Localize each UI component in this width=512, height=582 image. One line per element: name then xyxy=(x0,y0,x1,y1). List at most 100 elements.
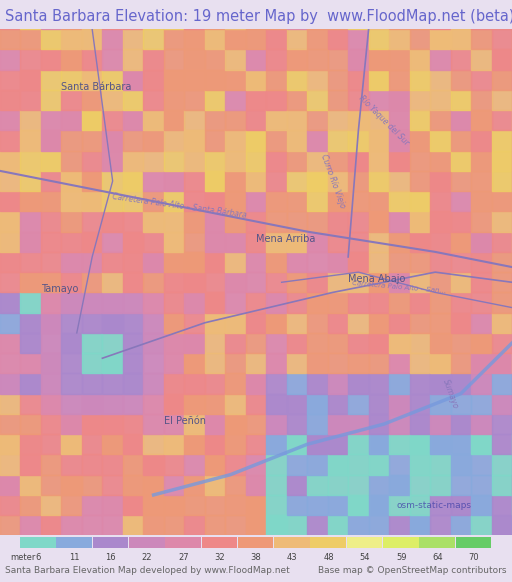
Bar xyxy=(20,292,41,313)
Bar xyxy=(471,333,492,353)
Bar xyxy=(246,70,266,90)
Bar xyxy=(0,29,20,49)
Bar xyxy=(471,475,492,495)
Bar xyxy=(61,434,82,455)
Bar xyxy=(164,90,184,110)
Bar xyxy=(430,9,451,29)
Bar xyxy=(143,90,164,110)
Bar xyxy=(0,70,20,90)
Bar xyxy=(410,9,430,29)
Bar xyxy=(430,313,451,333)
Bar xyxy=(287,434,307,455)
Bar xyxy=(389,49,410,70)
Bar xyxy=(41,434,61,455)
Bar xyxy=(184,333,205,353)
Bar xyxy=(430,515,451,535)
Bar xyxy=(328,292,348,313)
Bar xyxy=(82,434,102,455)
Bar xyxy=(246,475,266,495)
Bar xyxy=(246,171,266,191)
Bar xyxy=(82,90,102,110)
Bar xyxy=(41,70,61,90)
Bar xyxy=(348,252,369,272)
Bar xyxy=(225,515,246,535)
Bar xyxy=(348,475,369,495)
Bar xyxy=(430,393,451,414)
Bar xyxy=(225,151,246,171)
Bar xyxy=(102,151,123,171)
Bar xyxy=(266,313,287,333)
Bar xyxy=(0,252,20,272)
Bar xyxy=(143,414,164,434)
Bar xyxy=(348,353,369,374)
Bar xyxy=(471,292,492,313)
Bar xyxy=(102,252,123,272)
Bar xyxy=(102,70,123,90)
Bar xyxy=(451,475,471,495)
Bar xyxy=(143,313,164,333)
Bar xyxy=(471,252,492,272)
Bar xyxy=(82,29,102,49)
Bar xyxy=(307,232,328,252)
Bar xyxy=(471,455,492,475)
Bar xyxy=(287,414,307,434)
Bar xyxy=(20,515,41,535)
Bar xyxy=(205,455,225,475)
Bar xyxy=(410,313,430,333)
Bar xyxy=(348,211,369,232)
Bar xyxy=(492,110,512,130)
Bar xyxy=(20,495,41,515)
Text: Carretera Palo Alto – Santa Bárbara: Carretera Palo Alto – Santa Bárbara xyxy=(112,193,247,220)
Bar xyxy=(328,434,348,455)
Text: meter: meter xyxy=(10,553,36,562)
Bar xyxy=(82,9,102,29)
Bar xyxy=(225,70,246,90)
Bar xyxy=(328,90,348,110)
Bar xyxy=(82,272,102,292)
FancyBboxPatch shape xyxy=(383,537,419,548)
Bar xyxy=(307,70,328,90)
Bar xyxy=(41,313,61,333)
Bar xyxy=(82,211,102,232)
Text: osm-static-maps: osm-static-maps xyxy=(396,501,471,510)
Bar xyxy=(492,475,512,495)
Bar xyxy=(410,151,430,171)
Bar xyxy=(0,151,20,171)
Bar xyxy=(123,374,143,393)
Bar xyxy=(471,211,492,232)
Text: Santa Barbara Elevation Map developed by www.FloodMap.net: Santa Barbara Elevation Map developed by… xyxy=(5,566,290,575)
Bar xyxy=(41,90,61,110)
Bar xyxy=(307,29,328,49)
Bar xyxy=(61,130,82,151)
Bar xyxy=(266,515,287,535)
Bar xyxy=(410,292,430,313)
Bar xyxy=(225,110,246,130)
Bar xyxy=(471,393,492,414)
Bar xyxy=(307,151,328,171)
Bar xyxy=(369,313,389,333)
Bar xyxy=(82,171,102,191)
Bar xyxy=(225,434,246,455)
Bar xyxy=(410,252,430,272)
Bar xyxy=(82,70,102,90)
Bar xyxy=(307,90,328,110)
Bar xyxy=(164,9,184,29)
Bar xyxy=(164,272,184,292)
Bar xyxy=(389,515,410,535)
Bar xyxy=(328,130,348,151)
Bar xyxy=(205,333,225,353)
Bar xyxy=(246,49,266,70)
Bar xyxy=(41,211,61,232)
FancyBboxPatch shape xyxy=(419,537,455,548)
Bar xyxy=(205,272,225,292)
Bar xyxy=(451,151,471,171)
Bar xyxy=(348,49,369,70)
Bar xyxy=(0,90,20,110)
Bar xyxy=(369,475,389,495)
Bar xyxy=(369,495,389,515)
Text: El Peñón: El Peñón xyxy=(164,416,206,426)
Bar xyxy=(123,130,143,151)
Bar xyxy=(369,353,389,374)
Bar xyxy=(205,9,225,29)
Bar xyxy=(369,29,389,49)
